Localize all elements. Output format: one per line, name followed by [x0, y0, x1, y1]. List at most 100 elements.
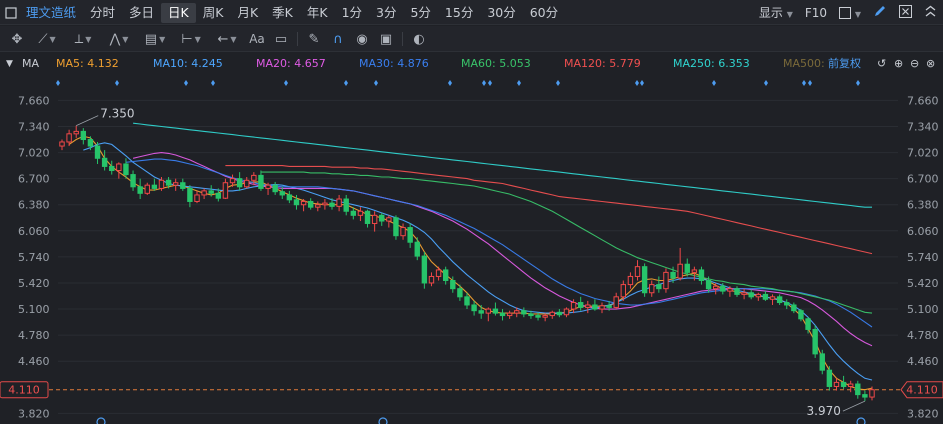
fib-tool-button[interactable]: ▤ ▼	[138, 28, 172, 50]
period-tab[interactable]: 月K	[237, 5, 259, 20]
period-tab[interactable]: 5分	[410, 5, 431, 20]
candle	[712, 282, 719, 295]
period-tab[interactable]: 1分	[341, 5, 363, 20]
chevron-down-icon: ▼	[194, 34, 201, 44]
ma30-value: MA30: 4.876	[359, 57, 429, 70]
candle-body	[805, 318, 811, 330]
period-tab[interactable]: 3分	[376, 5, 397, 20]
move-icon[interactable]: ✥	[11, 31, 23, 47]
candle-body	[833, 381, 840, 387]
candle-body	[670, 271, 676, 279]
candle-body	[123, 163, 129, 176]
candle-body	[762, 293, 769, 300]
candle-body	[577, 302, 584, 308]
period-tab[interactable]: 年K	[306, 5, 328, 20]
add-icon[interactable]: ⊕	[894, 57, 904, 70]
candle-body	[172, 182, 179, 186]
candle-body	[784, 302, 790, 306]
indicator-name[interactable]: MA	[22, 57, 40, 70]
collapse-triangle-icon[interactable]: ▼	[6, 59, 13, 69]
period-tab[interactable]: 周K	[202, 5, 224, 20]
candle-body	[521, 310, 527, 315]
eye-icon[interactable]: ◉	[356, 31, 368, 47]
pen-icon[interactable]	[867, 4, 893, 21]
arrow-tool-button[interactable]: ← ▼	[210, 28, 244, 50]
candle	[549, 310, 555, 319]
y-tick-label: 6.380	[18, 199, 50, 212]
candle-body	[286, 194, 293, 201]
candle	[663, 268, 669, 293]
settings-icon[interactable]: ⊗	[926, 57, 936, 70]
candle-body	[556, 311, 563, 316]
event-marker-icon	[284, 80, 288, 86]
measure-tool-button[interactable]: ⊢ ▼	[174, 28, 208, 50]
candle-body	[791, 304, 797, 312]
toggle-icon[interactable]: ◐	[413, 31, 425, 47]
wave-tool-button[interactable]: ⋀ ▼	[102, 28, 136, 50]
candle	[116, 162, 122, 179]
square-grid-icon[interactable]	[0, 0, 22, 25]
display-label: 显示	[758, 6, 783, 20]
period-tab[interactable]: 日K	[161, 2, 196, 23]
candle	[421, 252, 428, 289]
candle-body	[798, 310, 804, 320]
candle	[407, 223, 413, 248]
candle	[315, 201, 321, 212]
magnet-icon[interactable]: ∩	[333, 31, 343, 47]
checkbox-menu[interactable]: ▼	[833, 6, 867, 20]
candle	[272, 181, 278, 195]
candle	[613, 292, 619, 310]
period-tab[interactable]: 分时	[90, 5, 116, 20]
adjust-mode-button[interactable]: 前复权	[828, 57, 861, 70]
candle	[677, 247, 683, 281]
y-tick-label: 7.340	[18, 120, 50, 133]
polyline-tool-button[interactable]: ⟂ ▼	[66, 28, 100, 50]
y-tick-label: 4.780	[18, 329, 50, 342]
comment-icon[interactable]: ▭	[274, 31, 288, 47]
candle-body	[663, 271, 669, 290]
period-tab[interactable]: 30分	[487, 5, 516, 20]
candle	[258, 170, 264, 191]
candle-body	[379, 214, 385, 222]
f10-button[interactable]: F10	[804, 5, 828, 20]
candle	[698, 266, 705, 285]
period-tab[interactable]: 多日	[129, 5, 155, 20]
ma120-value: MA120: 5.779	[564, 57, 641, 70]
candlestick-chart[interactable]: 7.660 7.340 7.020 6.700 6.380 6.060 5.740 5.420…	[0, 75, 943, 424]
remove-icon[interactable]: ⊖	[910, 57, 920, 70]
candle-body	[265, 184, 271, 189]
trash-icon[interactable]: ▣	[379, 31, 393, 47]
candle	[208, 185, 214, 197]
candle-body	[514, 310, 520, 314]
candle-body	[535, 315, 541, 318]
close-icon[interactable]	[893, 4, 918, 21]
ma-line-ma120	[225, 165, 873, 255]
y-tick-label: 7.660	[907, 94, 939, 107]
period-tab[interactable]: 季K	[272, 5, 293, 20]
y-axis-left: 7.660 7.340 7.020 6.700 6.380 6.060 5.740 5.420…	[0, 94, 50, 420]
eraser-icon[interactable]: ✎	[308, 31, 320, 47]
y-tick-label: 6.060	[18, 225, 50, 238]
candle-body	[80, 130, 87, 141]
candle-body	[755, 293, 762, 298]
text-icon[interactable]: Aa	[249, 32, 265, 46]
candle	[59, 139, 65, 151]
candle-body	[144, 184, 150, 194]
candle	[805, 317, 811, 334]
display-menu[interactable]: 显示 ▼	[753, 4, 799, 21]
period-tab[interactable]: 15分	[444, 5, 474, 20]
reset-icon[interactable]: ↺	[877, 57, 887, 70]
candle-body	[414, 241, 420, 257]
candle	[172, 178, 179, 191]
line-tool-button[interactable]: ⟋ ▼	[30, 28, 64, 50]
candle	[542, 313, 548, 322]
ma-line-ma5	[68, 135, 873, 391]
candle	[506, 310, 513, 319]
candle	[130, 170, 136, 191]
stock-title[interactable]: 理文造纸	[26, 5, 77, 20]
candle	[435, 266, 442, 281]
candle-body	[506, 312, 513, 317]
period-tab[interactable]: 60分	[529, 5, 559, 20]
candle-body	[684, 263, 690, 273]
collapse-icon[interactable]	[918, 5, 943, 21]
